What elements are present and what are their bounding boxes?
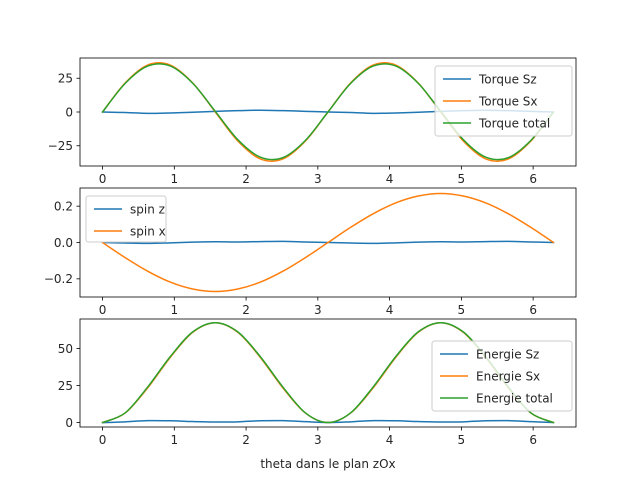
x-tick-label: 5 <box>458 172 466 186</box>
x-tick-label: 1 <box>170 172 178 186</box>
x-tick-label: 4 <box>386 172 394 186</box>
y-tick-label: 0 <box>65 416 73 430</box>
x-tick-label: 5 <box>458 303 466 317</box>
y-tick-label: 0 <box>65 105 73 119</box>
legend-label-3: Torque total <box>478 116 550 130</box>
legend: spin z spin x <box>85 195 167 243</box>
x-tick-label: 6 <box>529 172 537 186</box>
x-tick-label: 0 <box>99 303 107 317</box>
series-line-3 <box>101 63 555 161</box>
x-tick-label: 6 <box>529 303 537 317</box>
x-axis-label: theta dans le plan zOx <box>260 457 395 471</box>
legend-label-3: Energie total <box>476 391 553 405</box>
x-tick-label: 3 <box>314 172 322 186</box>
x-tick-label: 1 <box>170 433 178 447</box>
legend-label-2: spin x <box>130 224 166 238</box>
legend: Energie Sz Energie Sx Energie total <box>431 340 573 412</box>
x-tick-label: 5 <box>458 433 466 447</box>
x-tick-label: 2 <box>242 303 250 317</box>
subplot-3: 0 1 2 3 4 5 6 0 25 50 theta dans le plan zOx Energi… <box>58 318 577 471</box>
subplot-1: 0 1 2 3 4 5 6 −25 0 25 Torque Sz Torque Sx Torque to… <box>48 57 577 186</box>
y-tick-label: −25 <box>48 139 73 153</box>
y-tick-label: 50 <box>58 342 73 356</box>
series-group <box>101 192 555 293</box>
x-tick-label: 3 <box>314 433 322 447</box>
legend-label-1: Energie Sz <box>476 347 539 361</box>
subplot-2: 0 1 2 3 4 5 6 −0.2 0.0 0.2 spin z spin x <box>44 187 577 317</box>
x-tick-label: 0 <box>99 433 107 447</box>
x-tick-label: 0 <box>99 172 107 186</box>
x-tick-label: 4 <box>386 433 394 447</box>
legend-label-1: spin z <box>130 202 165 216</box>
y-tick-label: 25 <box>58 72 73 86</box>
axes-frame <box>79 318 577 428</box>
legend-frame <box>431 340 573 412</box>
series-line-2 <box>101 192 555 293</box>
legend: Torque Sz Torque Sx Torque total <box>434 65 573 137</box>
x-tick-label: 6 <box>529 433 537 447</box>
x-tick-label: 2 <box>242 433 250 447</box>
y-tick-label: 0.0 <box>54 236 73 250</box>
x-tick-label: 4 <box>386 303 394 317</box>
y-tick-label: −0.2 <box>44 272 73 286</box>
legend-label-2: Energie Sx <box>476 369 540 383</box>
y-tick-label: 0.2 <box>54 199 73 213</box>
x-tick-label: 1 <box>170 303 178 317</box>
x-tick-label: 3 <box>314 303 322 317</box>
legend-label-2: Torque Sx <box>478 94 538 108</box>
legend-label-1: Torque Sz <box>478 72 537 86</box>
x-tick-label: 2 <box>242 172 250 186</box>
legend-frame <box>434 65 573 137</box>
y-tick-label: 25 <box>58 379 73 393</box>
